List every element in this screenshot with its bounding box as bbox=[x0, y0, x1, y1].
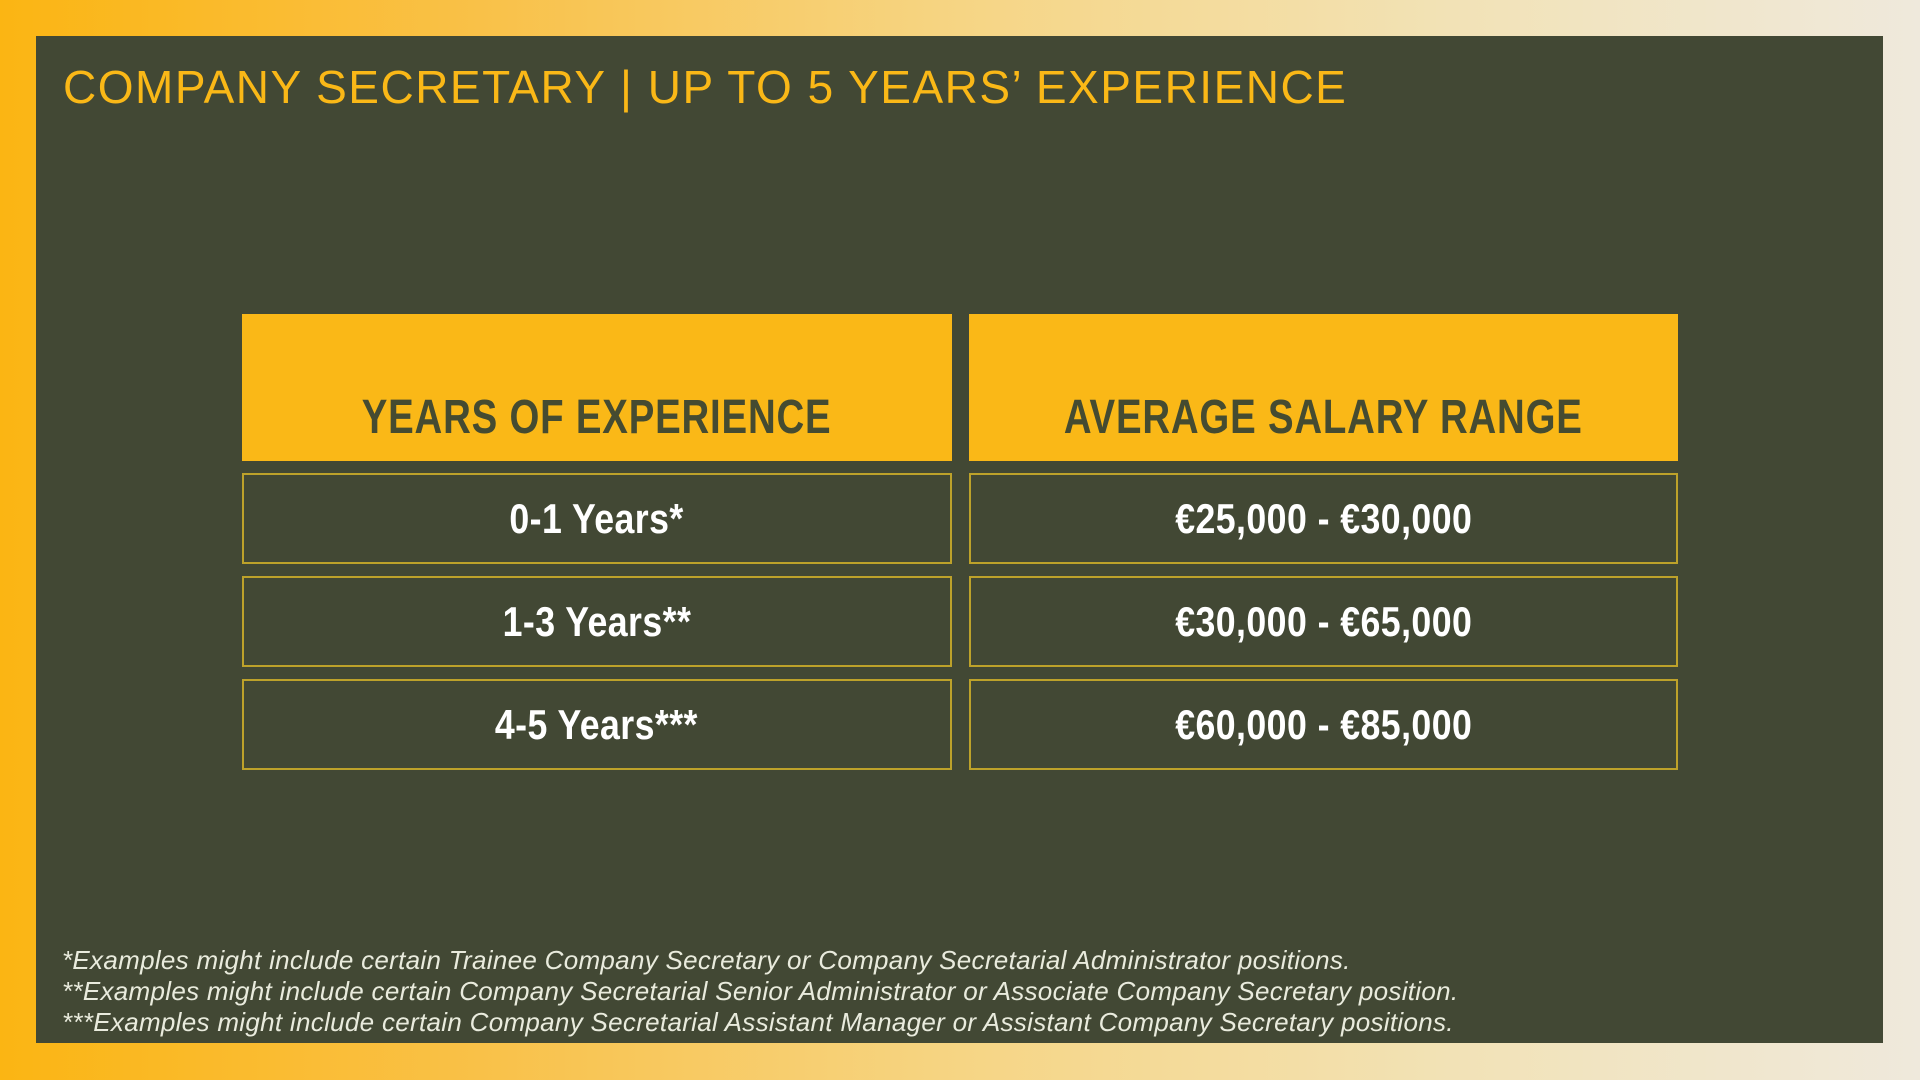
years-value: 4-5 Years*** bbox=[495, 700, 699, 748]
page-title: COMPANY SECRETARY | UP TO 5 YEARS’ EXPER… bbox=[63, 61, 1348, 113]
footnote-3: ***Examples might include certain Compan… bbox=[62, 1007, 1454, 1037]
column-header-label: AVERAGE SALARY RANGE bbox=[1063, 391, 1583, 444]
salary-table: YEARS OF EXPERIENCE AVERAGE SALARY RANGE… bbox=[242, 314, 1678, 770]
table-row-3-salary-cell: €60,000 - €85,000 bbox=[968, 679, 1678, 770]
table-row-1-years-cell: 0-1 Years* bbox=[242, 473, 952, 564]
salary-value: €25,000 - €30,000 bbox=[1174, 494, 1472, 542]
footnote-1: *Examples might include certain Trainee … bbox=[62, 945, 1351, 975]
footnote-2: **Examples might include certain Company… bbox=[62, 976, 1459, 1006]
table-row-2-years-cell: 1-3 Years** bbox=[242, 576, 952, 667]
years-value: 0-1 Years* bbox=[509, 494, 684, 542]
salary-value: €30,000 - €65,000 bbox=[1174, 597, 1472, 645]
table-row-2-salary-cell: €30,000 - €65,000 bbox=[968, 576, 1678, 667]
footnotes-block: *Examples might include certain Trainee … bbox=[62, 945, 1458, 1038]
content-panel: COMPANY SECRETARY | UP TO 5 YEARS’ EXPER… bbox=[36, 36, 1883, 1043]
salary-value: €60,000 - €85,000 bbox=[1174, 700, 1472, 748]
table-row-3-years-cell: 4-5 Years*** bbox=[242, 679, 952, 770]
table-row-1-salary-cell: €25,000 - €30,000 bbox=[968, 473, 1678, 564]
column-header-label: YEARS OF EXPERIENCE bbox=[361, 391, 832, 444]
column-header-years-of-experience: YEARS OF EXPERIENCE bbox=[242, 314, 952, 461]
years-value: 1-3 Years** bbox=[502, 597, 692, 645]
column-header-average-salary-range: AVERAGE SALARY RANGE bbox=[968, 314, 1678, 461]
